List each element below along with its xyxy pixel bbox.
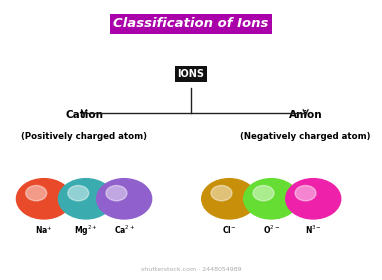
Circle shape bbox=[106, 185, 127, 201]
Circle shape bbox=[244, 179, 299, 219]
Circle shape bbox=[68, 185, 89, 201]
Text: shutterstock.com · 2448054989: shutterstock.com · 2448054989 bbox=[141, 267, 241, 272]
Text: (Positively charged atom): (Positively charged atom) bbox=[21, 132, 147, 141]
Text: Na$^{+}$: Na$^{+}$ bbox=[35, 224, 53, 236]
Circle shape bbox=[97, 179, 152, 219]
Circle shape bbox=[58, 179, 113, 219]
Circle shape bbox=[253, 185, 274, 201]
Circle shape bbox=[286, 179, 341, 219]
Text: N$^{3−}$: N$^{3−}$ bbox=[305, 224, 322, 236]
Text: Cl$^{−}$: Cl$^{−}$ bbox=[222, 224, 236, 235]
Text: IONS: IONS bbox=[178, 69, 204, 79]
Circle shape bbox=[202, 179, 257, 219]
Circle shape bbox=[16, 179, 71, 219]
Circle shape bbox=[211, 185, 232, 201]
Text: (Negatively charged atom): (Negatively charged atom) bbox=[240, 132, 371, 141]
Circle shape bbox=[295, 185, 316, 201]
Text: Anion: Anion bbox=[289, 110, 322, 120]
Text: Classification of Ions: Classification of Ions bbox=[113, 17, 269, 30]
Text: Ca$^{2+}$: Ca$^{2+}$ bbox=[113, 224, 135, 236]
Text: Mg$^{2+}$: Mg$^{2+}$ bbox=[74, 224, 98, 238]
Text: Cation: Cation bbox=[65, 110, 103, 120]
Text: O$^{2−}$: O$^{2−}$ bbox=[263, 224, 280, 236]
Circle shape bbox=[26, 185, 47, 201]
